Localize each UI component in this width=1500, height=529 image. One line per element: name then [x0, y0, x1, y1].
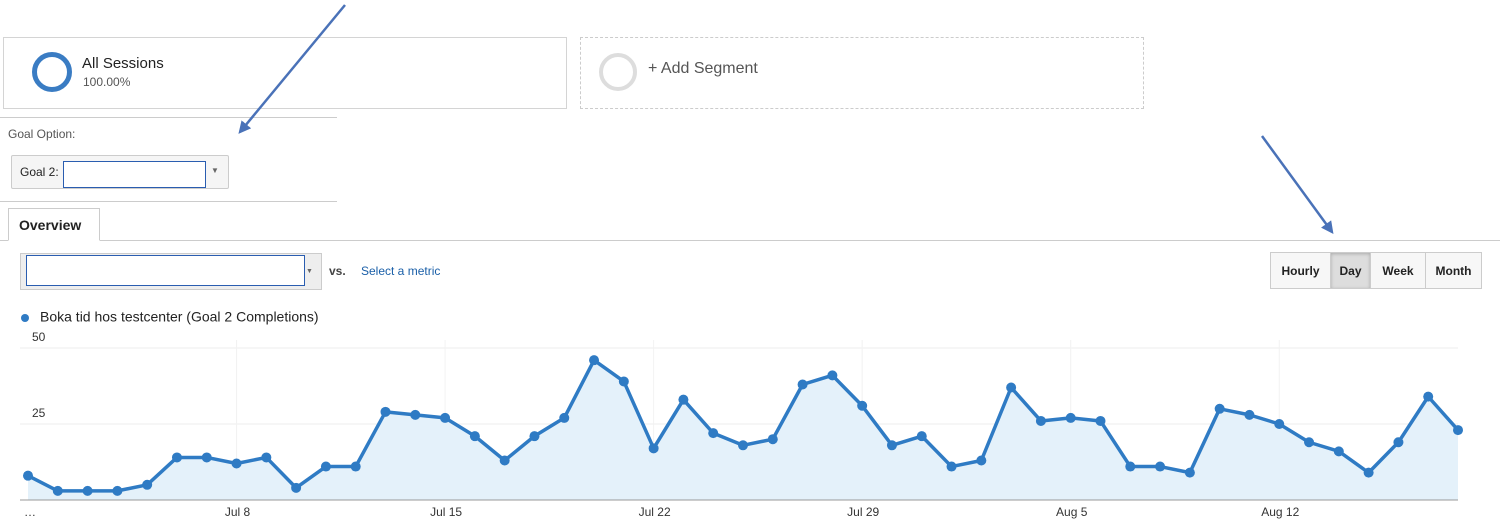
point: [767, 434, 778, 445]
point: [1006, 382, 1017, 393]
point: [112, 485, 123, 496]
point: [231, 458, 242, 469]
x-tick-label: Jul 8: [225, 505, 251, 519]
y-tick-label: 25: [32, 406, 46, 420]
x-tick-label: Aug 12: [1261, 505, 1299, 519]
point: [589, 355, 600, 366]
point: [440, 412, 451, 423]
point: [976, 455, 987, 466]
annotation-arrow: [1260, 135, 1334, 235]
point: [410, 409, 421, 420]
point: [738, 440, 748, 451]
x-tick-label: Jul 22: [639, 505, 671, 519]
point: [320, 461, 331, 472]
point: [52, 485, 63, 496]
metric-input[interactable]: [26, 255, 305, 286]
point: [469, 431, 480, 442]
point: [1453, 425, 1463, 436]
divider: [0, 201, 337, 202]
add-segment-icon: [599, 53, 637, 91]
dropdown-arrow: ▼: [306, 268, 313, 275]
granularity-button[interactable]: Hourly: [1270, 252, 1331, 289]
tab-label[interactable]: Overview: [19, 217, 82, 233]
add-segment-label[interactable]: + Add Segment: [648, 60, 758, 77]
point: [23, 470, 33, 481]
goal-select-label: Goal 2:: [20, 165, 59, 179]
point: [827, 370, 838, 381]
area: [28, 360, 1458, 500]
point: [946, 461, 957, 472]
point: [559, 412, 570, 423]
point: [142, 479, 153, 490]
point: [1333, 446, 1344, 457]
point: [1035, 415, 1046, 426]
vs-label: vs.: [329, 264, 346, 278]
point: [1274, 419, 1285, 429]
point: [529, 431, 540, 442]
point: [1214, 403, 1225, 414]
point: [1184, 467, 1195, 478]
add-segment-card[interactable]: [580, 37, 1144, 109]
point: [261, 452, 272, 463]
tab[interactable]: [8, 208, 100, 241]
point: [1095, 415, 1106, 426]
point: [1244, 409, 1255, 420]
point: [171, 452, 182, 463]
point: [1155, 461, 1166, 472]
point: [797, 379, 808, 390]
point: [916, 431, 927, 442]
point: [82, 485, 93, 496]
annotation-arrow: [238, 4, 346, 134]
point: [499, 455, 510, 466]
point: [350, 461, 361, 472]
legend-marker: [21, 314, 29, 322]
point: [1065, 412, 1076, 423]
point: [1125, 461, 1136, 472]
segment-card[interactable]: [3, 37, 567, 109]
goal-input[interactable]: [63, 161, 206, 188]
point: [886, 440, 897, 451]
point: [201, 452, 212, 463]
point: [1363, 467, 1374, 478]
goal-option-label: Goal Option:: [8, 127, 76, 141]
point: [857, 400, 868, 411]
granularity-button[interactable]: Month: [1425, 252, 1482, 289]
point: [648, 443, 659, 454]
dropdown-arrow: ▼: [211, 166, 219, 175]
x-tick-label: Jul 29: [847, 505, 879, 519]
point: [291, 482, 302, 493]
x-tick-label: …: [24, 505, 36, 519]
point: [1393, 437, 1404, 448]
legend-label: Boka tid hos testcenter (Goal 2 Completi…: [40, 309, 319, 325]
point: [1304, 437, 1315, 448]
x-tick-label: Jul 15: [430, 505, 462, 519]
select-metric-link[interactable]: Select a metric: [361, 264, 441, 278]
granularity-button[interactable]: Day: [1330, 252, 1371, 289]
point: [708, 428, 719, 439]
y-tick-label: 50: [32, 330, 46, 344]
segment-subtitle: 100.00%: [83, 75, 131, 89]
divider: [0, 117, 337, 118]
point: [618, 376, 629, 387]
segment-icon: [32, 52, 72, 92]
point: [1423, 391, 1434, 402]
point: [678, 394, 689, 405]
granularity-button[interactable]: Week: [1370, 252, 1426, 289]
segment-title: All Sessions: [82, 55, 164, 72]
x-tick-label: Aug 5: [1056, 505, 1088, 519]
point: [380, 406, 391, 417]
